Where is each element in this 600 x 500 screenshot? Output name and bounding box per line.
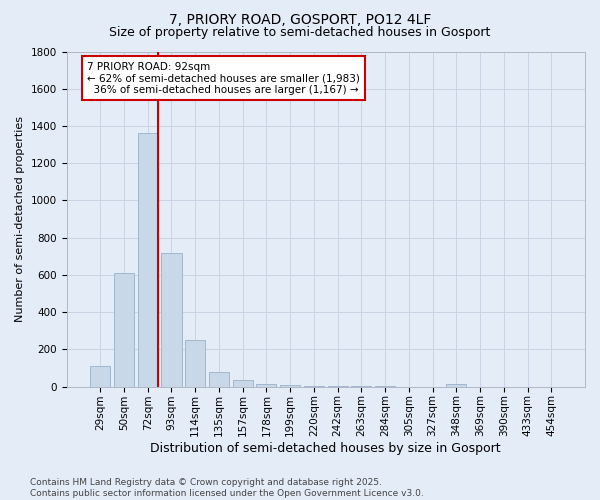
Bar [233,380,253,386]
Text: Contains HM Land Registry data © Crown copyright and database right 2025.
Contai: Contains HM Land Registry data © Crown c… [30,478,424,498]
Bar [256,384,277,386]
Bar [446,384,466,386]
Bar [280,385,300,386]
Bar [185,340,205,386]
X-axis label: Distribution of semi-detached houses by size in Gosport: Distribution of semi-detached houses by … [151,442,501,455]
Bar [114,273,134,386]
Text: Size of property relative to semi-detached houses in Gosport: Size of property relative to semi-detach… [109,26,491,39]
Bar [209,372,229,386]
Bar [137,134,158,386]
Text: 7 PRIORY ROAD: 92sqm
← 62% of semi-detached houses are smaller (1,983)
  36% of : 7 PRIORY ROAD: 92sqm ← 62% of semi-detac… [87,62,360,95]
Bar [90,366,110,386]
Text: 7, PRIORY ROAD, GOSPORT, PO12 4LF: 7, PRIORY ROAD, GOSPORT, PO12 4LF [169,12,431,26]
Bar [161,252,182,386]
Y-axis label: Number of semi-detached properties: Number of semi-detached properties [15,116,25,322]
